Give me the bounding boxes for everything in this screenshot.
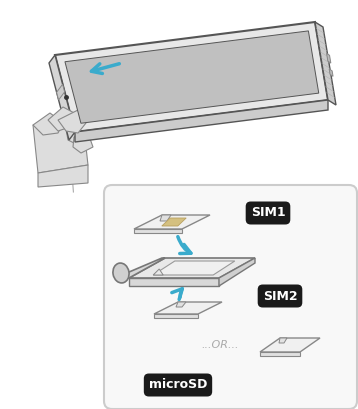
Polygon shape (176, 302, 186, 307)
Polygon shape (38, 165, 88, 187)
FancyBboxPatch shape (104, 185, 357, 409)
Polygon shape (115, 258, 165, 278)
Polygon shape (154, 314, 198, 318)
Polygon shape (153, 261, 235, 275)
Polygon shape (48, 107, 78, 131)
Polygon shape (160, 215, 171, 221)
Polygon shape (58, 110, 86, 133)
Polygon shape (260, 338, 320, 352)
Polygon shape (57, 84, 64, 100)
Polygon shape (73, 133, 93, 153)
Polygon shape (55, 22, 328, 132)
Polygon shape (33, 120, 88, 173)
Polygon shape (219, 258, 255, 286)
Polygon shape (260, 352, 300, 356)
Polygon shape (134, 215, 210, 229)
Text: SIM1: SIM1 (251, 207, 285, 220)
Polygon shape (326, 53, 331, 63)
Polygon shape (75, 100, 328, 142)
Polygon shape (154, 302, 222, 314)
Polygon shape (65, 31, 319, 123)
Polygon shape (33, 113, 63, 135)
Text: ...OR...: ...OR... (201, 340, 239, 350)
Polygon shape (162, 218, 186, 226)
Polygon shape (279, 338, 287, 343)
Text: microSD: microSD (149, 378, 207, 391)
Polygon shape (129, 258, 255, 278)
Polygon shape (66, 123, 90, 145)
Text: SIM2: SIM2 (263, 290, 297, 303)
Polygon shape (315, 22, 336, 105)
Polygon shape (134, 229, 182, 233)
Polygon shape (153, 269, 163, 275)
Polygon shape (329, 69, 333, 76)
Ellipse shape (113, 263, 129, 283)
Polygon shape (49, 55, 75, 140)
Polygon shape (129, 278, 219, 286)
